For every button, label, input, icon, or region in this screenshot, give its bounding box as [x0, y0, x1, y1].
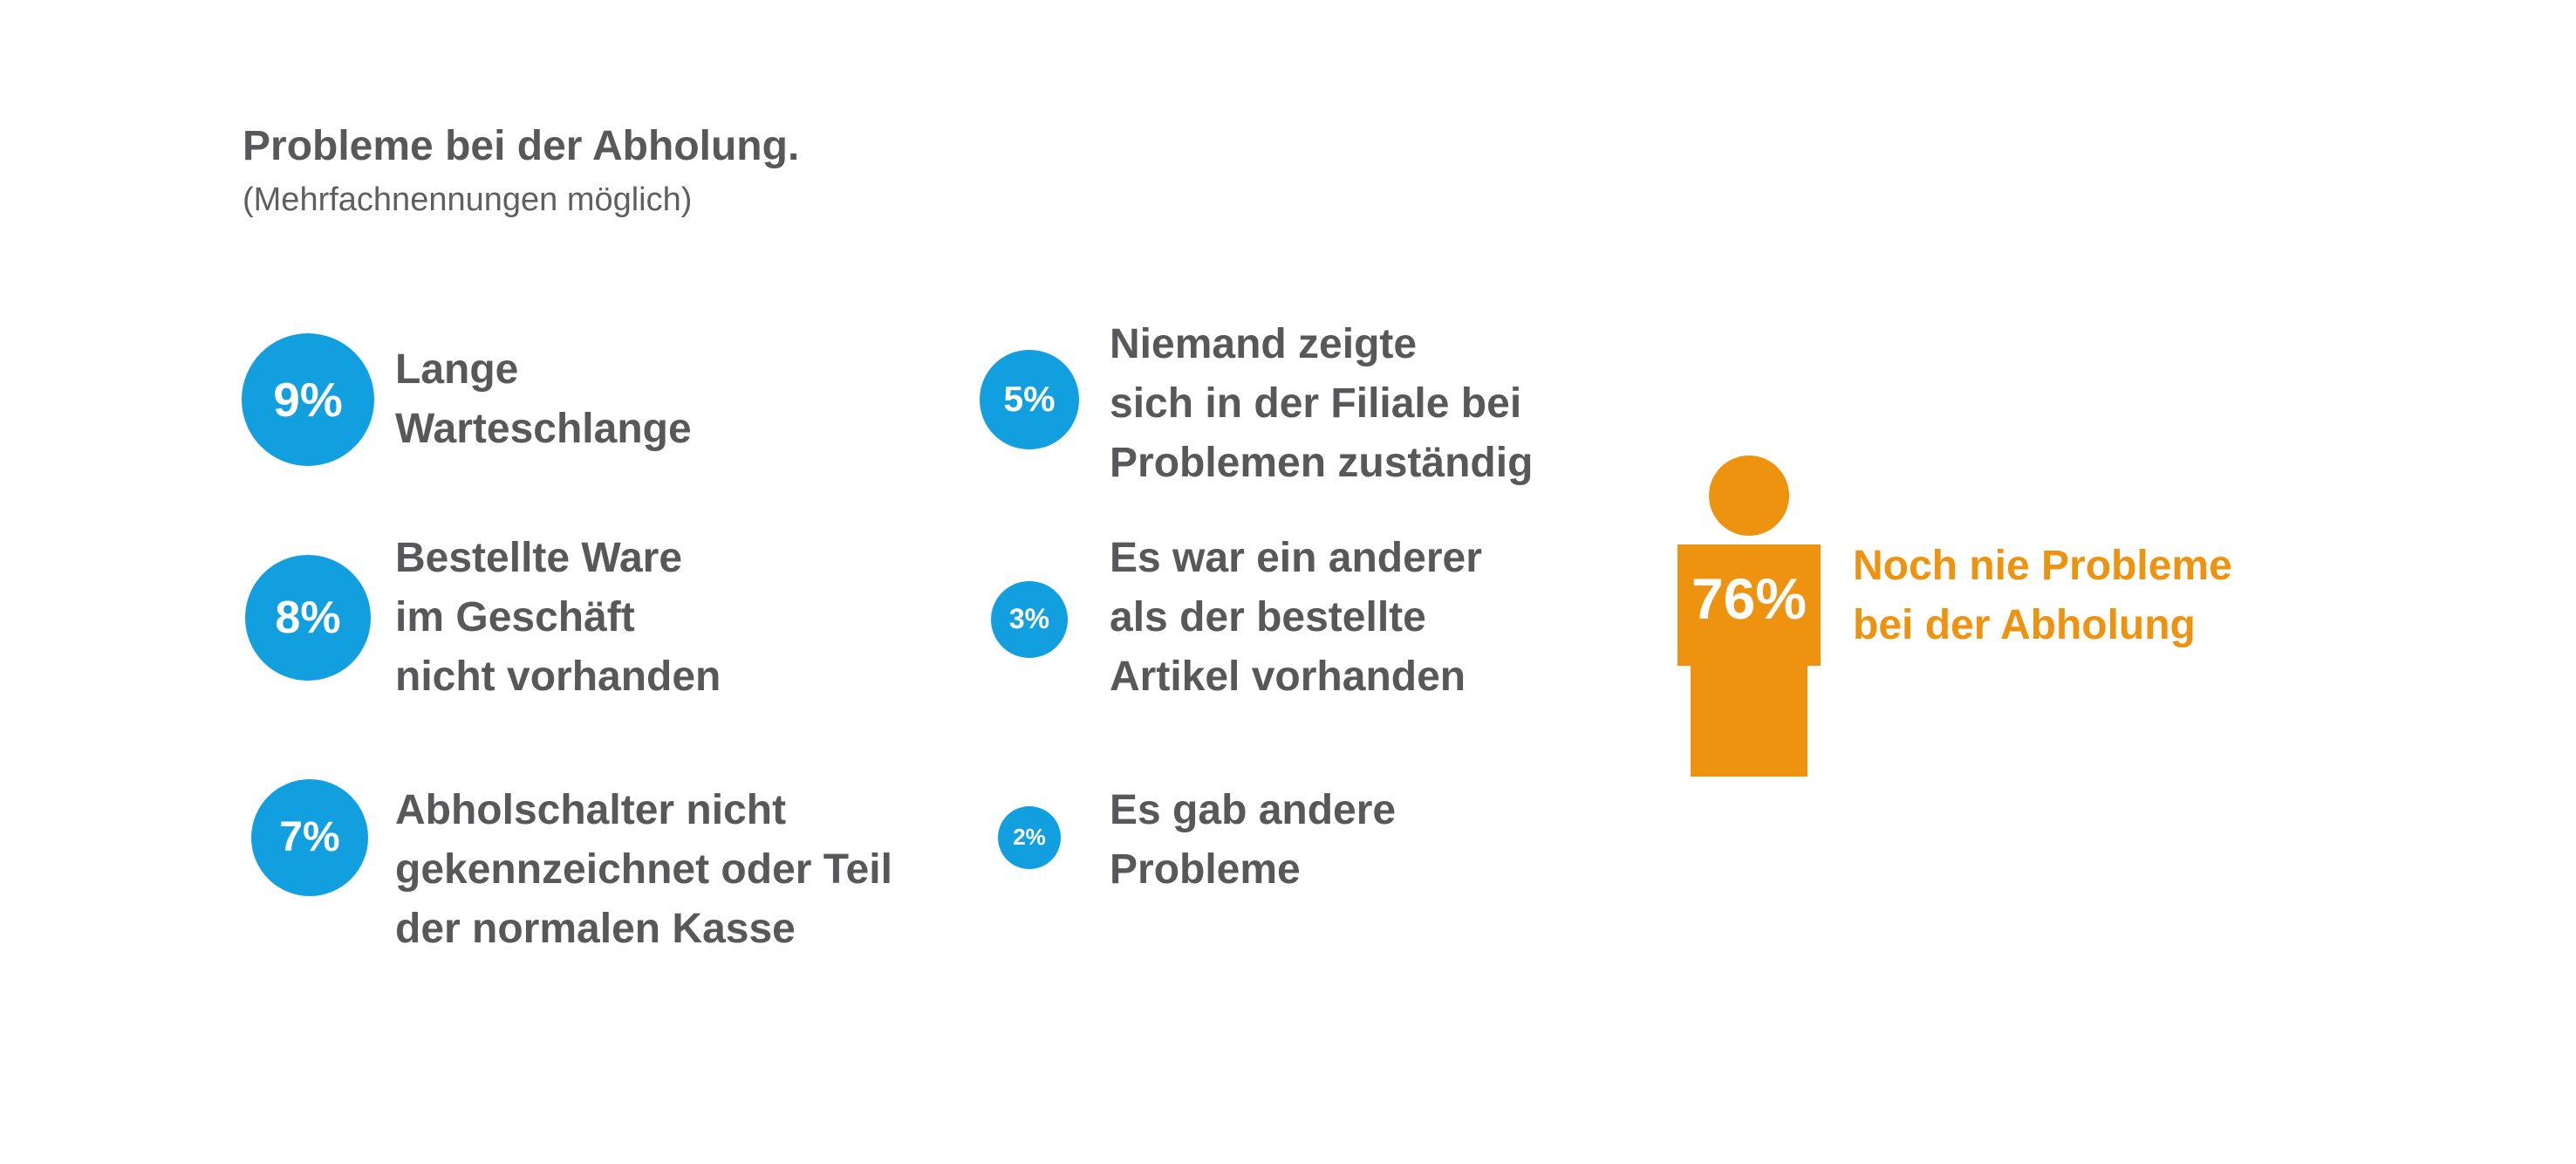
problem-label: Es gab andere Probleme [1110, 787, 1397, 893]
problem-label: Bestellte Ware im Geschäft nicht vorhand… [395, 535, 721, 700]
highlight-value: 76% [1691, 566, 1807, 631]
problem-label: Lange Warteschlange [395, 346, 692, 452]
chart-subtitle: (Mehrfachnennungen möglich) [243, 181, 693, 218]
problem-label: Es war ein anderer als der bestellte Art… [1110, 535, 1482, 700]
percent-badge: 2% [998, 806, 1061, 869]
person-body [1677, 544, 1821, 777]
person-icon [1677, 455, 1821, 777]
percent-badge: 8% [245, 555, 371, 681]
percent-badge: 7% [250, 778, 369, 897]
percent-badge: 9% [242, 333, 374, 466]
chart-title: Probleme bei der Abholung. [243, 123, 800, 169]
person-head [1709, 455, 1789, 536]
percent-badge: 3% [991, 581, 1068, 658]
percent-badge: 5% [980, 350, 1079, 449]
highlight-label: Noch nie Probleme bei der Abholung [1853, 543, 2232, 648]
problem-label: Abholschalter nicht gekennzeichnet oder … [395, 787, 892, 952]
problem-label: Niemand zeigte sich in der Filiale bei P… [1110, 321, 1534, 486]
